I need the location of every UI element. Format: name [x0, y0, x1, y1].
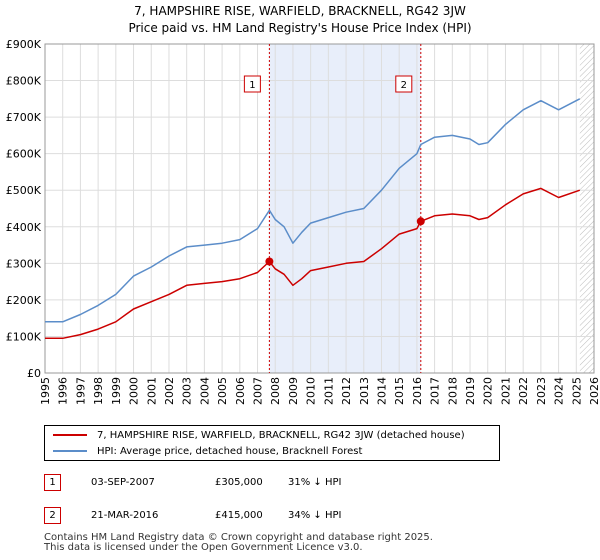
x-tick-label-2007: 2007: [252, 377, 265, 405]
sale-hpi-1: 31% ↓ HPI: [288, 477, 342, 488]
x-tick-label-2026: 2026: [588, 377, 600, 405]
sale-date-2: 21-MAR-2016: [91, 510, 159, 521]
x-tick-label-2024: 2024: [553, 377, 566, 405]
y-tick-label-700000: £700K: [6, 111, 42, 124]
x-tick-label-2008: 2008: [269, 377, 282, 405]
shaded-period: [269, 44, 421, 373]
hatched-region: [579, 44, 594, 373]
x-tick-label-1998: 1998: [92, 377, 105, 405]
x-tick-label-2025: 2025: [570, 377, 583, 405]
x-tick-label-1999: 1999: [110, 377, 123, 405]
x-tick-label-2017: 2017: [429, 377, 442, 405]
series-line-1: [45, 98, 581, 323]
x-tick-label-2002: 2002: [163, 377, 176, 405]
x-tick-label-2015: 2015: [393, 377, 406, 405]
plot-frame: [44, 43, 595, 374]
legend-swatch-property: [53, 434, 87, 436]
marker-label-1: 1: [249, 80, 255, 91]
x-tick-label-2019: 2019: [464, 377, 477, 405]
title-line-1: 7, HAMPSHIRE RISE, WARFIELD, BRACKNELL, …: [134, 4, 466, 18]
sale-price-2: £415,000: [215, 510, 263, 521]
x-tick-label-1995: 1995: [39, 377, 52, 405]
x-tick-label-2013: 2013: [358, 377, 371, 405]
sale-badge-2: 2: [44, 507, 61, 524]
x-tick-label-2022: 2022: [517, 377, 530, 405]
price-chart: 1 2 £0 £100K £200K £300K £400K £500K £600K £700K £…: [6, 38, 600, 405]
x-tick-label-2005: 2005: [216, 377, 229, 405]
x-tick-label-1997: 1997: [74, 377, 87, 405]
sale-price-1: £305,000: [215, 477, 263, 488]
y-tick-label-900000: £900K: [6, 38, 42, 51]
marker-box-1: [243, 75, 261, 93]
title-line-2: Price paid vs. HM Land Registry's House …: [128, 21, 472, 35]
x-tick-label-2018: 2018: [446, 377, 459, 405]
sale-date-1: 03-SEP-2007: [91, 477, 155, 488]
x-tick-label-2012: 2012: [340, 377, 353, 405]
x-tick-label-2003: 2003: [181, 377, 194, 405]
y-tick-label-0: £0: [27, 367, 41, 380]
x-tick-label-2011: 2011: [322, 377, 335, 405]
x-tick-label-2004: 2004: [198, 377, 211, 405]
x-tick-label-2023: 2023: [535, 377, 548, 405]
legend-label-hpi: HPI: Average price, detached house, Brac…: [97, 446, 363, 457]
y-tick-label-100000: £100K: [6, 330, 42, 343]
y-tick-label-200000: £200K: [6, 294, 42, 307]
sale-badge-1: 1: [44, 474, 61, 491]
x-tick-label-2020: 2020: [482, 377, 495, 405]
marker-box-2: [395, 75, 413, 93]
y-tick-label-800000: £800K: [6, 75, 42, 88]
series-line-0: [45, 187, 581, 340]
footer: Contains HM Land Registry data © Crown c…: [44, 533, 433, 553]
footer-line-1: Contains HM Land Registry data © Crown c…: [44, 532, 433, 543]
x-tick-label-2021: 2021: [499, 377, 512, 405]
x-tick-label-1996: 1996: [57, 377, 70, 405]
footer-line-2: This data is licensed under the Open Gov…: [44, 542, 363, 553]
y-tick-label-400000: £400K: [6, 221, 42, 234]
x-tick-label-2006: 2006: [234, 377, 247, 405]
legend: 7, HAMPSHIRE RISE, WARFIELD, BRACKNELL, …: [44, 425, 500, 461]
sale-point-1: [265, 257, 274, 266]
x-tick-label-2014: 2014: [375, 377, 388, 405]
x-tick-label-2000: 2000: [128, 377, 141, 405]
x-tick-label-2016: 2016: [411, 377, 424, 405]
legend-swatch-hpi: [53, 450, 87, 452]
legend-item-hpi: HPI: Average price, detached house, Brac…: [53, 445, 362, 459]
marker-label-2: 2: [401, 80, 407, 91]
sale-point-2: [416, 217, 425, 226]
legend-label-property: 7, HAMPSHIRE RISE, WARFIELD, BRACKNELL, …: [97, 430, 465, 441]
x-tick-label-2001: 2001: [145, 377, 158, 405]
y-tick-label-500000: £500K: [6, 184, 42, 197]
legend-item-property: 7, HAMPSHIRE RISE, WARFIELD, BRACKNELL, …: [53, 429, 465, 443]
x-tick-label-2009: 2009: [287, 377, 300, 405]
y-tick-label-300000: £300K: [6, 257, 42, 270]
chart-title: 7, HAMPSHIRE RISE, WARFIELD, BRACKNELL, …: [0, 3, 600, 37]
y-tick-label-600000: £600K: [6, 148, 42, 161]
sale-hpi-2: 34% ↓ HPI: [288, 510, 342, 521]
x-tick-label-2010: 2010: [305, 377, 318, 405]
